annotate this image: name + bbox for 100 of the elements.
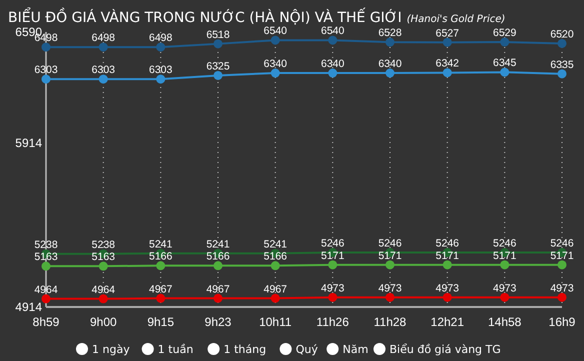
point: [270, 261, 280, 270]
point: [500, 260, 510, 270]
point: [500, 292, 510, 302]
data-label: 5171: [378, 250, 402, 262]
point: [386, 292, 394, 302]
data-label: 6498: [92, 32, 116, 44]
point: [442, 260, 452, 270]
data-label: 6518: [206, 28, 230, 41]
point: [156, 261, 166, 270]
text: 1 ngày: [92, 343, 130, 356]
data-label: 6303: [148, 64, 173, 76]
chart-title: BIỂU ĐỒ GIÁ VÀNG TRONG NƯỚC (HÀ NỘI) VÀ THẾ GIỚI: [8, 7, 402, 26]
x-tick-label: 9h00: [90, 315, 118, 329]
data-label: 4973: [550, 282, 574, 294]
point: [500, 38, 510, 47]
x-tick-label: 14h58: [488, 315, 522, 329]
data-label: 5241: [264, 238, 288, 250]
data-label: 5163: [92, 251, 116, 264]
point: [442, 68, 452, 78]
data-label: 4967: [264, 283, 288, 296]
data-label: 5171: [320, 250, 345, 262]
data-label: 4973: [378, 282, 402, 294]
data-label: 6325: [206, 60, 230, 72]
y-tick-label: 4914: [15, 300, 42, 314]
data-label: 5246: [378, 238, 402, 250]
point: [98, 42, 108, 52]
x-tick-label: 9h15: [147, 315, 174, 329]
point: [270, 294, 280, 303]
point: [558, 69, 566, 78]
data-label: 6335: [550, 58, 574, 71]
point: [328, 292, 338, 302]
data-label: 5246: [550, 238, 574, 250]
data-label: 6498: [148, 32, 173, 44]
point: [42, 42, 50, 52]
data-label: 5163: [34, 251, 58, 264]
x-tick-label: 9h23: [204, 315, 232, 329]
point: [42, 294, 50, 304]
x-tick-label: 12h21: [430, 315, 464, 329]
point: [156, 74, 166, 84]
x-tick-label: 8h59: [32, 315, 60, 329]
data-label: 4967: [148, 283, 173, 296]
point: [42, 74, 50, 84]
data-label: 5166: [264, 250, 288, 263]
point: [558, 38, 566, 48]
point: [386, 38, 394, 47]
point: [156, 294, 166, 303]
y-tick-label: 5914: [15, 136, 42, 150]
text: 1 tháng: [224, 343, 266, 356]
text: Năm: [342, 343, 368, 356]
data-label: 6340: [378, 58, 402, 70]
point: [42, 262, 50, 271]
point: [214, 39, 222, 48]
point: [214, 261, 222, 270]
chart-subtitle: (Hanoi's Gold Price): [406, 14, 506, 25]
point: [558, 292, 566, 302]
data-label: 6340: [320, 58, 345, 70]
point: [442, 38, 452, 47]
point: [442, 292, 452, 302]
data-label: 6345: [492, 57, 517, 70]
point: [386, 260, 394, 270]
x-tick-label: 11h26: [316, 315, 350, 329]
point: [328, 36, 338, 45]
point: [500, 68, 510, 77]
data-label: 5238: [92, 238, 116, 251]
data-label: 4964: [92, 284, 116, 296]
data-label: 4973: [436, 282, 460, 294]
data-label: 6540: [320, 25, 345, 38]
data-label: 6303: [92, 64, 116, 76]
data-label: 5241: [206, 238, 230, 250]
x-tick-label: 16h9: [548, 315, 576, 329]
data-label: 5166: [206, 250, 230, 263]
data-label: 6528: [378, 27, 402, 40]
data-label: 4967: [206, 283, 230, 296]
data-label: 5171: [436, 250, 460, 262]
text: Quý: [296, 343, 318, 356]
data-label: 6527: [436, 27, 460, 40]
point: [328, 260, 338, 270]
data-label: 5241: [148, 238, 173, 250]
point: [214, 294, 222, 303]
data-label: 5246: [436, 238, 460, 250]
text: Biểu đồ giá vàng TG: [390, 343, 501, 356]
data-label: 5171: [492, 250, 517, 262]
x-tick-label: 10h11: [259, 315, 292, 329]
data-label: 6529: [492, 27, 517, 40]
data-label: 5246: [320, 238, 345, 250]
point: [98, 74, 108, 84]
point: [558, 260, 566, 270]
point: [98, 294, 108, 304]
point: [386, 68, 394, 78]
data-label: 5171: [550, 250, 574, 262]
data-label: 4973: [320, 282, 345, 294]
point: [214, 70, 222, 80]
x-tick-label: 11h28: [374, 315, 407, 329]
point: [156, 42, 166, 52]
point: [328, 68, 338, 78]
data-label: 6520: [550, 28, 574, 40]
data-label: 4973: [492, 282, 517, 294]
data-label: 5246: [492, 238, 517, 250]
data-label: 5166: [148, 250, 173, 263]
data-label: 6340: [264, 58, 288, 70]
